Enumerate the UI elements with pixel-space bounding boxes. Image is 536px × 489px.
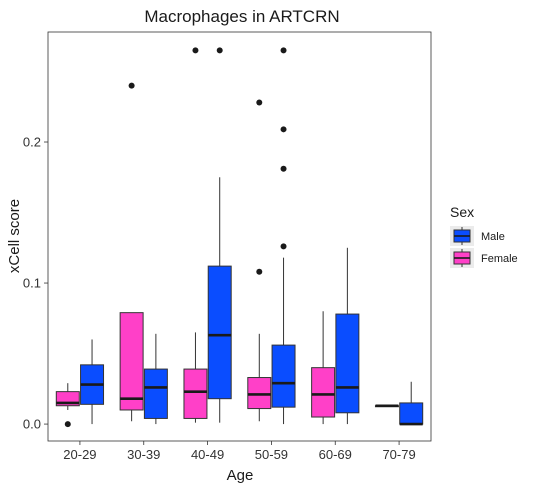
box-male-30-39	[143, 333, 168, 425]
outlier-point	[280, 126, 287, 133]
chart-title: Macrophages in ARTCRN	[144, 7, 339, 26]
legend-label-female: Female	[481, 253, 518, 265]
box-male-20-29	[80, 339, 105, 425]
outlier-point	[280, 165, 287, 172]
outlier-point	[256, 99, 263, 106]
box-iqr	[399, 402, 424, 425]
box-iqr	[183, 368, 208, 419]
outlier-point	[256, 268, 263, 275]
box-iqr	[335, 313, 360, 414]
outlier-point	[280, 243, 287, 250]
outlier-point	[128, 82, 135, 89]
x-tick-label: 40-49	[191, 447, 224, 462]
box-iqr	[311, 367, 336, 418]
box-male-60-69	[335, 247, 360, 425]
box-female-50-59	[247, 99, 272, 422]
legend-label-male: Male	[481, 231, 505, 243]
box-male-40-49	[207, 47, 232, 423]
legend: Sex Male Female	[450, 204, 518, 268]
outlier-point	[64, 421, 71, 428]
outlier-point	[280, 47, 287, 54]
x-tick-label: 60-69	[319, 447, 352, 462]
box-layer	[55, 47, 424, 428]
outlier-point	[216, 47, 223, 54]
box-iqr	[207, 265, 232, 400]
box-iqr	[143, 368, 168, 419]
box-female-20-29	[55, 383, 80, 428]
box-female-70-79	[374, 404, 399, 408]
x-tick-label: 30-39	[127, 447, 160, 462]
y-tick-label: 0.2	[23, 135, 41, 150]
box-female-30-39	[119, 82, 144, 422]
x-tick-label: 70-79	[382, 447, 415, 462]
plot-panel	[47, 31, 432, 442]
box-male-50-59	[271, 47, 296, 425]
x-axis-title: Age	[227, 467, 254, 484]
x-tick-label: 50-59	[255, 447, 288, 462]
y-tick-label: 0.0	[23, 417, 41, 432]
box-female-40-49	[183, 47, 208, 423]
box-iqr	[271, 344, 296, 408]
box-female-60-69	[311, 311, 336, 425]
box-iqr	[119, 312, 144, 411]
box-male-70-79	[399, 381, 424, 426]
y-tick-label: 0.1	[23, 276, 41, 291]
y-axis: 0.0 0.1 0.2	[23, 135, 48, 432]
outlier-point	[192, 47, 199, 54]
x-axis: 20-29 30-39 40-49 50-59 60-69 70-79	[63, 441, 416, 462]
box-iqr	[247, 377, 272, 410]
y-axis-title: xCell score	[6, 199, 23, 273]
x-tick-label: 20-29	[63, 447, 96, 462]
legend-title: Sex	[450, 204, 474, 220]
